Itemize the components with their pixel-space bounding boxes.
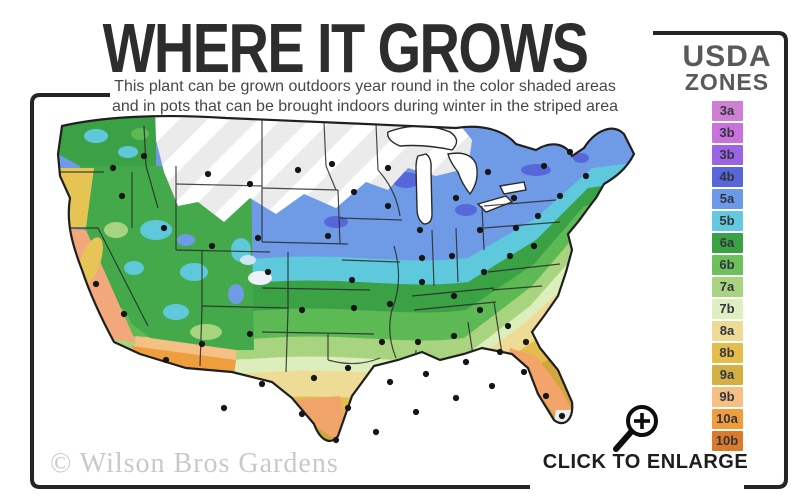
zone-swatch-3a: 3a xyxy=(711,101,743,121)
zone-swatch-8a: 8a xyxy=(711,321,743,341)
zone-swatch-10a: 10a xyxy=(711,409,743,429)
page-title: WHERE IT GROWS xyxy=(102,9,589,87)
zone-swatch-7b: 7b xyxy=(711,299,743,319)
zone-shading xyxy=(58,116,634,441)
zone-swatch-4b: 4b xyxy=(711,167,743,187)
zone-swatch-7a: 7a xyxy=(711,277,743,297)
usda-zone-map[interactable] xyxy=(36,110,660,472)
zone-swatch-8b: 8b xyxy=(711,343,743,363)
zone-swatch-10b: 10b xyxy=(711,431,743,451)
usda-zones-legend: USDA ZONES 3a 3b 3b 4b 5a 5b 6a 6b 7a 7b 8a 8b 9a 9b 1… xyxy=(662,42,792,453)
zone-swatch-5a: 5a xyxy=(711,189,743,209)
zone-list: 3a 3b 3b 4b 5a 5b 6a 6b 7a 7b 8a 8b 9a 9b 10a 10b xyxy=(662,101,792,453)
zone-swatch-3b: 3b xyxy=(711,145,743,165)
zone-swatch-9a: 9a xyxy=(711,365,743,385)
watermark: © Wilson Bros Gardens xyxy=(50,448,339,479)
zone-swatch-9b: 9b xyxy=(711,387,743,407)
subtitle-line-1: This plant can be grown outdoors year ro… xyxy=(114,78,616,95)
zone-swatch-6b: 6b xyxy=(711,255,743,275)
zone-swatch-5b: 5b xyxy=(711,211,743,231)
click-to-enlarge-button[interactable]: CLICK TO ENLARGE xyxy=(542,451,749,473)
zone-swatch-6a: 6a xyxy=(711,233,743,253)
zone-swatch-3b: 3b xyxy=(711,123,743,143)
legend-title-zones: ZONES xyxy=(684,69,770,95)
legend-title-usda: USDA xyxy=(682,40,772,73)
magnifier-icon[interactable] xyxy=(604,402,668,454)
